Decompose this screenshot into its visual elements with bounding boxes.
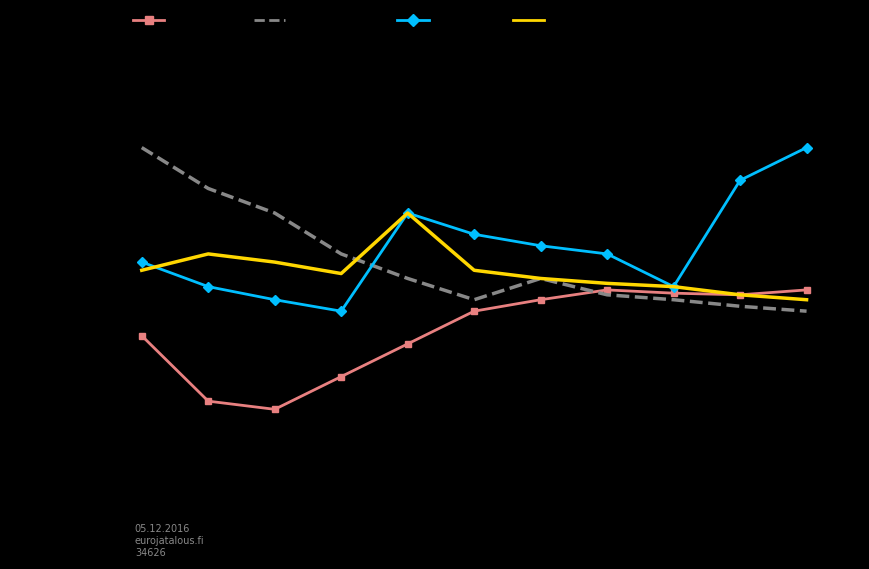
Legend: FI miehet, EU keskiarvo, FI naiset, EU naiset: FI miehet, EU keskiarvo, FI naiset, EU n…	[128, 10, 614, 32]
Text: 05.12.2016
eurojatalous.fi
34626: 05.12.2016 eurojatalous.fi 34626	[135, 525, 204, 558]
